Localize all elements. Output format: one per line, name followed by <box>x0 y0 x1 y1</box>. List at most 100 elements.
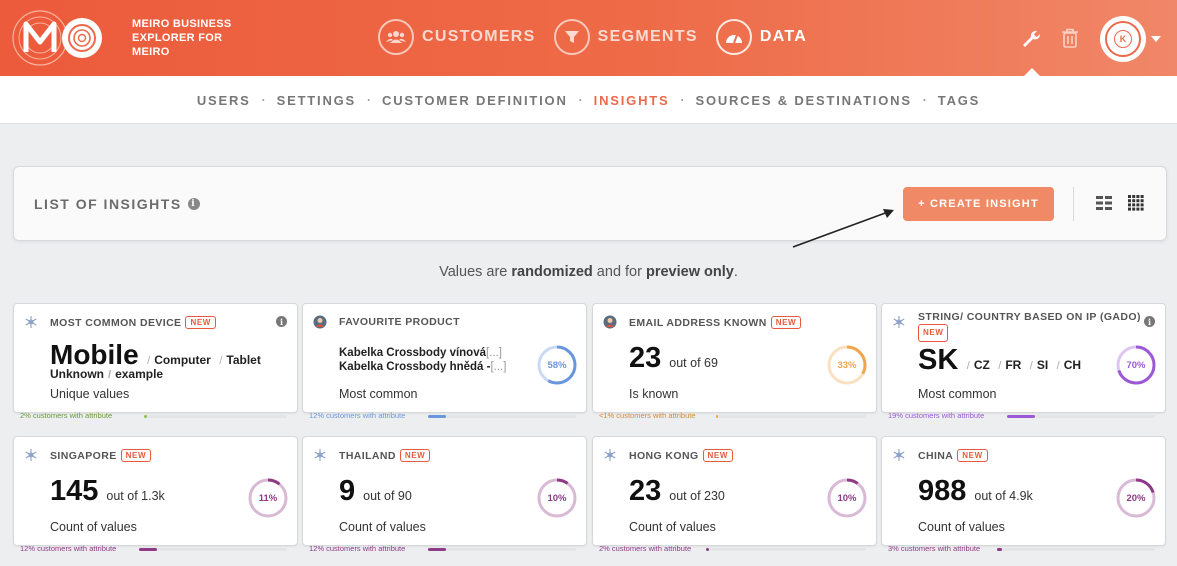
info-icon[interactable]: i <box>276 316 287 327</box>
insight-card-country[interactable]: STRING/ COUNTRY BASED ON IP (GADO) NEW i … <box>881 303 1166 420</box>
grid-view-icon[interactable] <box>1128 195 1144 211</box>
subnav-item-customer-definition[interactable]: CUSTOMER DEFINITION <box>382 92 568 108</box>
separator: / <box>998 360 1002 372</box>
grid-cell <box>1128 207 1131 211</box>
list-view-icon[interactable] <box>1096 196 1112 210</box>
chevron-down-icon[interactable] <box>1151 36 1161 42</box>
insight-card-singapore[interactable]: SINGAPORE NEW 145 out of 1.3k Count of val… <box>13 436 298 553</box>
subnav-item-tags[interactable]: TAGS <box>937 92 981 108</box>
grid-cell <box>1136 199 1140 203</box>
other-value: FR <box>1005 358 1022 372</box>
percent-donut <box>827 478 867 518</box>
value-number: 988 <box>918 475 967 507</box>
user-avatar[interactable]: K <box>1100 16 1146 62</box>
brand-line-1: MEIRO BUSINESS <box>132 18 232 30</box>
subnav-item-users[interactable]: USERS <box>196 92 251 108</box>
card-value: SK / CZ / FR / SI / CH <box>918 344 1081 377</box>
donut-arc <box>248 478 288 518</box>
active-tool-indicator <box>1024 68 1040 76</box>
info-icon[interactable]: i <box>1144 316 1155 327</box>
coverage-text: <1% customers with attribute <box>599 411 696 420</box>
percent-donut <box>1116 345 1156 385</box>
subnav-item-settings[interactable]: SETTINGS <box>276 92 357 108</box>
new-badge: NEW <box>399 449 431 462</box>
product-more: [...] <box>490 361 507 373</box>
trash-icon[interactable] <box>1062 28 1078 48</box>
card-caption: Most common <box>339 387 418 401</box>
separator: / <box>108 369 112 381</box>
card-caption: Unique values <box>50 387 130 401</box>
subnav-separator: · <box>680 93 685 107</box>
insight-card-most-common-device[interactable]: MOST COMMON DEVICE NEW i Mobile / Computer… <box>13 303 298 420</box>
coverage-fill <box>144 415 147 418</box>
coverage-fill <box>997 548 1002 551</box>
insight-card-favourite-product[interactable]: FAVOURITE PRODUCT Kabelka Crossbody víno… <box>302 303 587 420</box>
card-title-text: MOST COMMON DEVICE <box>50 317 182 329</box>
grid-cell <box>1140 207 1144 211</box>
insight-card-email-known[interactable]: EMAIL ADDRESS KNOWN NEW 23 out of 69 Is kn… <box>592 303 877 420</box>
preview-bold-2: preview only <box>645 264 734 280</box>
value-number: 145 <box>50 475 99 507</box>
percent-donut <box>537 345 577 385</box>
subnav-item-insights[interactable]: INSIGHTS <box>593 92 670 108</box>
donut-label: 20% <box>1126 492 1146 504</box>
top-value: Mobile <box>50 339 139 370</box>
gauge-icon <box>715 19 752 55</box>
coverage-text: 3% customers with attribute <box>888 544 981 553</box>
grid-cell <box>1140 203 1144 207</box>
coverage-track <box>997 548 1155 551</box>
subnav-separator: · <box>261 93 266 107</box>
other-value: SI <box>1036 358 1049 372</box>
avatar-icon <box>313 315 327 334</box>
meiro-logo[interactable] <box>12 8 104 68</box>
product-list: Kabelka Crossbody vínová[...] Kabelka Cr… <box>339 346 506 374</box>
other-value: Unknown <box>50 367 104 381</box>
people-icon <box>378 19 414 55</box>
card-title: THAILAND NEW <box>339 449 431 462</box>
nav-customers[interactable]: CUSTOMERS <box>378 19 536 55</box>
card-caption: Count of values <box>50 520 137 534</box>
card-caption: Count of values <box>918 520 1005 534</box>
percent-donut <box>537 478 577 518</box>
preview-middle: and for <box>592 264 646 280</box>
insight-card-hong-kong[interactable]: HONG KONG NEW 23 out of 230 Count of value… <box>592 436 877 553</box>
subnav-separator: · <box>578 93 583 107</box>
card-title-text: HONG KONG <box>629 450 699 462</box>
top-value: SK <box>918 344 959 376</box>
create-insight-button[interactable]: + CREATE INSIGHT <box>903 187 1054 221</box>
card-value: 145 out of 1.3k <box>50 475 165 508</box>
coverage-text: 12% customers with attribute <box>309 411 406 420</box>
donut-label: 33% <box>837 359 857 371</box>
snowflake-icon <box>892 315 906 334</box>
insight-card-china[interactable]: CHINA NEW 988 out of 4.9k Count of values … <box>881 436 1166 553</box>
insight-card-thailand[interactable]: THAILAND NEW 9 out of 90 Count of values 1… <box>302 436 587 553</box>
attribute-coverage: 12% customers with attribute <box>14 543 299 557</box>
info-icon[interactable]: i <box>187 198 200 210</box>
nav-segments[interactable]: SEGMENTS <box>553 19 698 55</box>
grid-cell <box>1136 207 1140 211</box>
card-caption: Most common <box>918 387 997 401</box>
subnav-item-sources-destinations[interactable]: SOURCES & DESTINATIONS <box>695 92 912 108</box>
value-total: out of 4.9k <box>974 489 1033 503</box>
card-title: EMAIL ADDRESS KNOWN NEW <box>629 316 802 329</box>
value-total: out of 90 <box>363 489 412 503</box>
product-more: [...] <box>486 347 502 359</box>
card-value: 23 out of 230 <box>629 475 725 508</box>
coverage-track <box>706 548 866 551</box>
grid-cell <box>1140 199 1144 203</box>
grid-cell <box>1136 195 1140 198</box>
donut-arc <box>1116 478 1156 518</box>
nav-data[interactable]: DATA <box>715 19 807 55</box>
preview-prefix: Values are <box>439 264 512 280</box>
wrench-icon[interactable] <box>1020 28 1040 48</box>
donut-arc <box>827 478 867 518</box>
other-value: example <box>115 367 164 381</box>
coverage-fill <box>428 415 446 418</box>
coverage-fill <box>428 548 446 551</box>
donut-arc <box>537 345 577 385</box>
snowflake-icon <box>24 448 38 467</box>
card-title-text: FAVOURITE PRODUCT <box>339 316 460 328</box>
card-title-text: CHINA <box>918 450 954 462</box>
donut-label: 10% <box>837 492 857 504</box>
coverage-fill <box>139 548 157 551</box>
